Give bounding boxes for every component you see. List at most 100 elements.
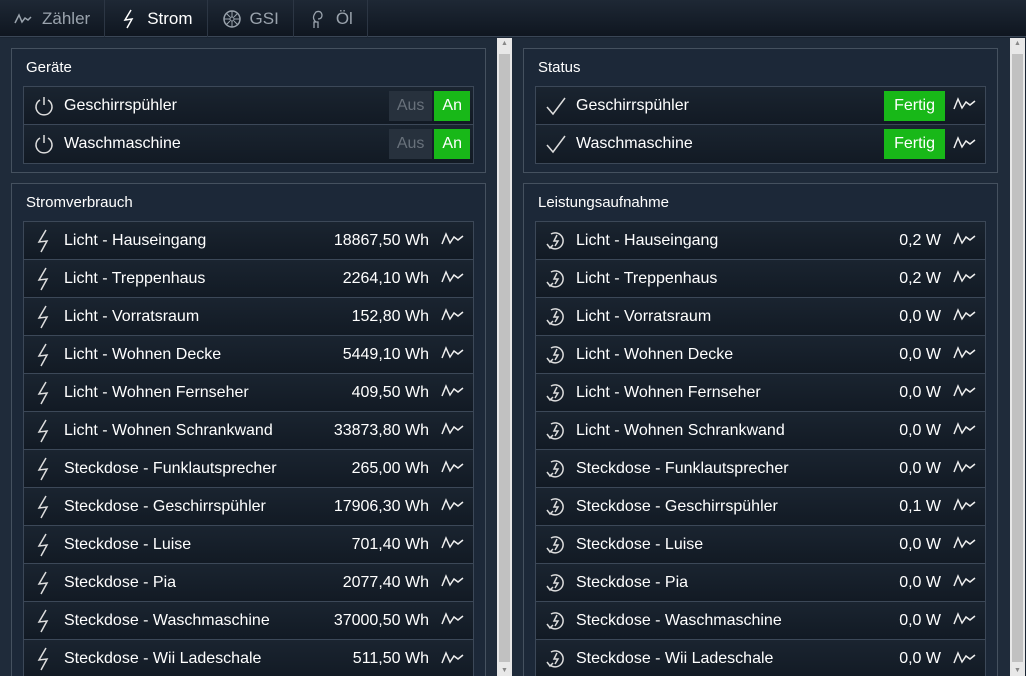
status-list: Geschirrspühler Fertig Waschmaschine Fertig (535, 86, 986, 164)
chart-icon[interactable] (953, 345, 977, 364)
power-icon (24, 95, 64, 117)
check-icon (536, 133, 576, 155)
tab-label: Zähler (42, 8, 91, 28)
stromverbrauch-panel: Stromverbrauch Licht - Hauseingang 18867,… (11, 183, 486, 676)
bolt-icon (24, 381, 64, 405)
bolt-icon (24, 343, 64, 367)
panel-title: Status (538, 59, 581, 76)
power-meter-icon (536, 420, 576, 442)
list-item: Licht - Vorratsraum 152,80 Wh (24, 298, 473, 336)
panel-title: Geräte (26, 59, 72, 76)
chart-icon[interactable] (441, 307, 465, 326)
item-label: Licht - Vorratsraum (576, 307, 712, 325)
tab-oel[interactable]: Öl (294, 0, 368, 37)
item-label: Steckdose - Waschmaschine (64, 611, 270, 629)
chart-icon[interactable] (441, 650, 465, 669)
chart-icon[interactable] (953, 135, 977, 154)
chart-icon[interactable] (441, 497, 465, 516)
off-button[interactable]: Aus (388, 90, 433, 121)
chart-icon[interactable] (953, 535, 977, 554)
power-meter-icon (536, 534, 576, 556)
chart-icon[interactable] (441, 345, 465, 364)
chart-icon[interactable] (441, 535, 465, 554)
chart-icon[interactable] (441, 269, 465, 288)
list-item: Licht - Hauseingang 0,2 W (536, 222, 985, 260)
list-item: Steckdose - Geschirrspühler 17906,30 Wh (24, 488, 473, 526)
list-item: Licht - Vorratsraum 0,0 W (536, 298, 985, 336)
off-button[interactable]: Aus (388, 129, 433, 159)
chart-icon[interactable] (441, 573, 465, 592)
item-label: Steckdose - Pia (576, 573, 689, 591)
chart-icon[interactable] (953, 573, 977, 592)
chart-icon[interactable] (953, 269, 977, 288)
on-button[interactable]: An (434, 90, 470, 121)
item-label: Licht - Hauseingang (576, 231, 719, 249)
item-label: Licht - Vorratsraum (64, 307, 200, 325)
item-label: Steckdose - Funklautsprecher (576, 459, 789, 477)
chart-icon[interactable] (441, 459, 465, 478)
power-value: 0,0 W (899, 611, 941, 629)
chart-icon[interactable] (953, 459, 977, 478)
power-meter-icon (536, 496, 576, 518)
chart-icon[interactable] (953, 96, 977, 115)
panel-title: Leistungsaufnahme (538, 194, 669, 211)
power-meter-icon (536, 268, 576, 290)
chart-icon[interactable] (953, 650, 977, 669)
bolt-icon (24, 267, 64, 291)
power-value: 0,1 W (899, 497, 941, 515)
chart-icon[interactable] (953, 383, 977, 402)
list-item: Steckdose - Geschirrspühler 0,1 W (536, 488, 985, 526)
on-button[interactable]: An (434, 129, 470, 159)
power-value: 0,0 W (899, 573, 941, 591)
check-icon (536, 95, 576, 117)
chart-icon[interactable] (441, 611, 465, 630)
item-label: Licht - Wohnen Decke (64, 345, 222, 363)
tab-gsi[interactable]: GSI (208, 0, 294, 37)
bolt-icon (24, 229, 64, 253)
energy-value: 265,00 Wh (351, 459, 429, 477)
tab-zaehler[interactable]: Zähler (0, 0, 106, 37)
list-item: Steckdose - Pia 0,0 W (536, 564, 985, 602)
list-item: Licht - Wohnen Schrankwand 33873,80 Wh (24, 412, 473, 450)
item-label: Geschirrspühler (64, 96, 177, 114)
chart-icon[interactable] (953, 421, 977, 440)
panel-title: Stromverbrauch (26, 194, 133, 211)
left-scrollbar[interactable]: ▲ ▼ (497, 38, 512, 676)
energy-value: 152,80 Wh (351, 307, 429, 325)
list-item: Waschmaschine Aus An (24, 125, 473, 163)
power-value: 0,0 W (899, 307, 941, 325)
list-item: Steckdose - Luise 0,0 W (536, 526, 985, 564)
item-label: Licht - Wohnen Fernseher (64, 383, 249, 401)
list-item: Steckdose - Funklautsprecher 0,0 W (536, 450, 985, 488)
stromverbrauch-list: Licht - Hauseingang 18867,50 Wh Licht - Tr… (23, 221, 474, 676)
chart-icon[interactable] (441, 421, 465, 440)
list-item: Steckdose - Wii Ladeschale 511,50 Wh (24, 640, 473, 676)
energy-value: 5449,10 Wh (342, 345, 429, 363)
left-column: Geräte Geschirrspühler Aus An Waschmaschine… (0, 38, 497, 676)
right-scrollbar[interactable]: ▲ ▼ (1010, 38, 1025, 676)
top-nav: Zähler Strom GSI Öl (0, 0, 1026, 37)
chart-icon[interactable] (953, 231, 977, 250)
power-meter-icon (536, 458, 576, 480)
list-item: Licht - Wohnen Fernseher 409,50 Wh (24, 374, 473, 412)
oil-icon (312, 10, 323, 28)
power-value: 0,0 W (899, 459, 941, 477)
item-label: Steckdose - Wii Ladeschale (64, 650, 262, 667)
chart-icon[interactable] (441, 383, 465, 402)
pulse-icon (14, 12, 32, 23)
tab-strom[interactable]: Strom (105, 0, 208, 37)
energy-value: 701,40 Wh (351, 535, 429, 553)
energy-value: 37000,50 Wh (333, 611, 429, 629)
list-item: Waschmaschine Fertig (536, 125, 985, 163)
chart-icon[interactable] (953, 307, 977, 326)
status-badge: Fertig (884, 129, 945, 159)
item-label: Steckdose - Funklautsprecher (64, 459, 277, 477)
chart-icon[interactable] (953, 497, 977, 516)
list-item: Licht - Wohnen Decke 0,0 W (536, 336, 985, 374)
list-item: Steckdose - Luise 701,40 Wh (24, 526, 473, 564)
tab-label: GSI (249, 8, 279, 28)
power-meter-icon (536, 306, 576, 328)
chart-icon[interactable] (441, 231, 465, 250)
list-item: Geschirrspühler Aus An (24, 87, 473, 125)
chart-icon[interactable] (953, 611, 977, 630)
